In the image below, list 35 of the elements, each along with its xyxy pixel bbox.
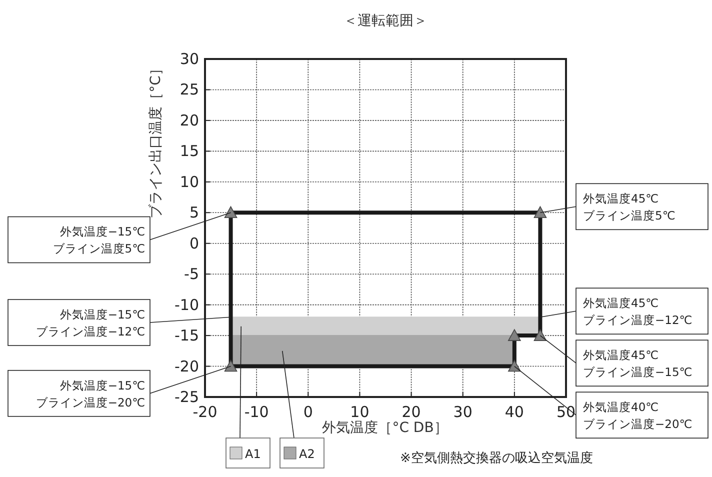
annotation: 外気温度45℃ ブライン温度−12℃: [583, 296, 692, 328]
text: ※空気側熱交換器の吸込空気温度: [400, 450, 593, 466]
y-tick-label: 30: [180, 50, 199, 68]
annotation: 外気温度45℃ ブライン温度5℃: [583, 192, 676, 223]
y-axis-title: ブライン出口温度［°C］: [148, 62, 164, 218]
x-tick-label: 50: [556, 403, 576, 421]
y-tick-label: 0: [189, 234, 199, 252]
y-tick-label: 10: [180, 172, 199, 191]
x-tick-label: 10: [350, 403, 370, 421]
y-tick-label: 5: [189, 204, 199, 222]
annotation: 外気温度40℃ ブライン温度−20℃: [583, 400, 692, 432]
annotation: 外気温度−15℃ ブライン温度−12℃: [36, 308, 146, 339]
x-tick-label: 20: [402, 403, 421, 421]
annotation: 外気温度45℃ ブライン温度5℃: [540, 183, 708, 230]
chart-title: ＜運転範囲＞: [344, 13, 428, 29]
y-tick-label: 15: [180, 142, 199, 160]
annotation: 外気温度45℃ ブライン温度−12℃: [540, 288, 708, 334]
y-tick-label: -25: [174, 388, 199, 406]
annotation: 外気温度−15℃ ブライン温度5℃: [52, 224, 146, 256]
y-tick-label: 25: [180, 80, 199, 99]
y-tick-label: -10: [174, 296, 199, 314]
y-tick-label: -15: [174, 326, 199, 345]
x-tick-label: 30: [453, 403, 472, 421]
annotation: 外気温度45℃ ブライン温度−15℃: [583, 348, 692, 380]
x-tick-label: -10: [244, 403, 269, 421]
annotation: 外気温度45℃ ブライン温度−15℃: [540, 335, 708, 386]
y-tick-label: -20: [174, 357, 199, 376]
legend-label: A2: [299, 447, 315, 461]
x-tick-label: 40: [504, 403, 524, 421]
y-tick-label: -5: [184, 265, 199, 284]
annotation: 外気温度−15℃ ブライン温度−20℃: [36, 378, 146, 410]
x-axis-title: 外気温度［°C DB］: [322, 420, 448, 436]
x-tick-label: 0: [303, 403, 313, 421]
y-tick-label: 20: [180, 111, 199, 130]
legend-label: A1: [245, 447, 261, 461]
